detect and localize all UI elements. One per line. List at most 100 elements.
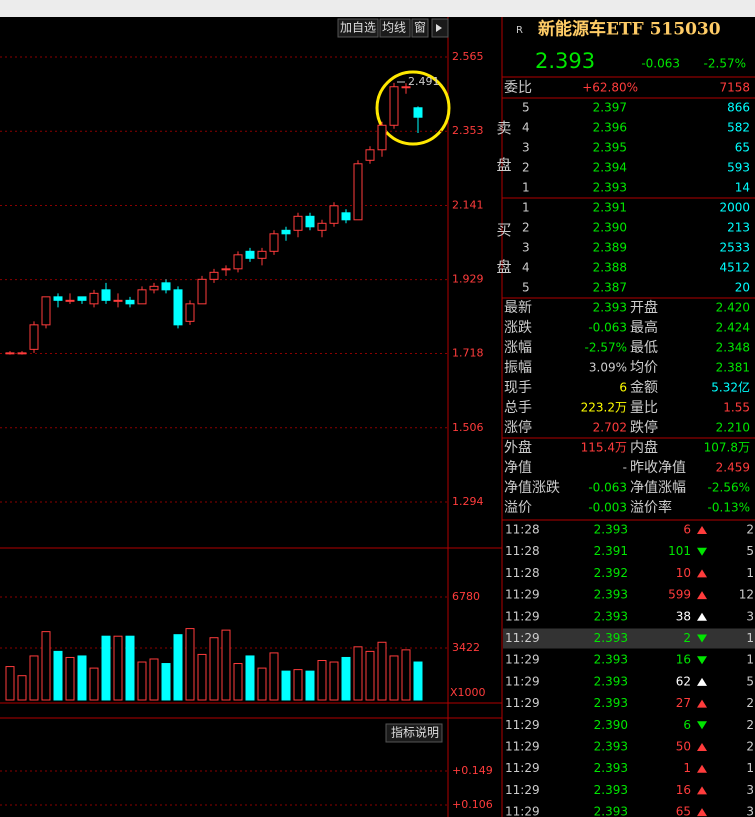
book-price: 2.395 bbox=[593, 141, 627, 155]
trade-arrow bbox=[697, 721, 707, 730]
price-tick-label: 1.294 bbox=[452, 495, 484, 508]
book-level: 1 bbox=[522, 201, 530, 215]
volume-bar bbox=[269, 652, 279, 701]
trade-volume: 50 bbox=[676, 740, 691, 754]
indicator-button-label: 指标说明 bbox=[391, 725, 439, 740]
trade-arrow bbox=[697, 547, 707, 556]
stat-value: -0.063 bbox=[588, 481, 627, 495]
trade-count: 1 bbox=[746, 566, 754, 580]
trade-volume: 2 bbox=[683, 631, 691, 645]
trade-time: 11:29 bbox=[505, 805, 540, 817]
trade-time: 11:28 bbox=[505, 544, 540, 558]
stat-label: 涨幅 bbox=[504, 340, 532, 356]
stat-value: 2.424 bbox=[716, 321, 750, 335]
volume-bar bbox=[29, 655, 39, 701]
stat-label: 金额 bbox=[630, 380, 658, 396]
toolbar-button[interactable] bbox=[379, 18, 411, 38]
candle-body bbox=[389, 86, 399, 126]
ratio-diff: 7158 bbox=[719, 81, 750, 95]
book-volume: 2533 bbox=[719, 241, 750, 255]
trade-count: 12 bbox=[739, 588, 754, 602]
candle-body bbox=[233, 254, 243, 270]
book-price: 2.394 bbox=[593, 161, 627, 175]
volume-bar bbox=[101, 635, 111, 701]
candle-body bbox=[89, 292, 99, 305]
stat-label: 昨收净值 bbox=[630, 460, 686, 476]
candle-body bbox=[137, 289, 147, 305]
book-volume: 866 bbox=[727, 101, 750, 115]
trade-price: 2.392 bbox=[594, 566, 628, 580]
stat-label: 溢价率 bbox=[630, 499, 672, 516]
book-price: 2.396 bbox=[593, 121, 627, 135]
volume-bar bbox=[317, 660, 327, 701]
selected-row[interactable] bbox=[503, 628, 755, 649]
book-price: 2.390 bbox=[593, 221, 627, 235]
stat-label: 净值 bbox=[504, 460, 532, 476]
book-price: 2.393 bbox=[593, 181, 627, 195]
trade-time: 11:29 bbox=[505, 609, 540, 623]
trade-count: 2 bbox=[746, 523, 754, 537]
toolbar-arrow bbox=[436, 24, 442, 32]
volume-bar bbox=[185, 628, 195, 701]
stat-label: 溢价 bbox=[504, 500, 532, 516]
volume-bar bbox=[245, 655, 255, 701]
book-volume: 213 bbox=[727, 221, 750, 235]
trade-volume: 65 bbox=[676, 805, 691, 817]
trade-arrow bbox=[697, 699, 707, 708]
trade-count: 1 bbox=[746, 631, 754, 645]
trade-count: 3 bbox=[746, 805, 754, 817]
volume-bar bbox=[113, 635, 123, 701]
trade-count: 2 bbox=[746, 696, 754, 710]
indicator-tick-label: +0.106 bbox=[452, 798, 493, 811]
stat-value: 223.2万 bbox=[581, 401, 627, 415]
stat-label: 均价 bbox=[630, 360, 658, 376]
stat-value: 2.393 bbox=[593, 301, 627, 315]
indicator-button[interactable] bbox=[385, 723, 443, 743]
stat-label: 净值涨幅 bbox=[630, 480, 686, 496]
stat-label: 总手 bbox=[504, 400, 532, 416]
stat-value: 2.381 bbox=[716, 361, 750, 375]
toolbar-button[interactable] bbox=[337, 18, 379, 38]
trade-arrow bbox=[697, 808, 707, 817]
book-volume: 14 bbox=[735, 181, 750, 195]
candle-body bbox=[185, 303, 195, 322]
volume-bar bbox=[149, 658, 159, 701]
stat-label: 内盘 bbox=[630, 439, 658, 456]
trade-count: 1 bbox=[746, 653, 754, 667]
trade-volume: 16 bbox=[676, 653, 691, 667]
book-level: 5 bbox=[522, 281, 530, 295]
stat-value: -2.57% bbox=[585, 341, 627, 355]
candle-body bbox=[353, 163, 363, 221]
trade-price: 2.393 bbox=[594, 609, 628, 623]
stat-label: 振幅 bbox=[504, 360, 532, 376]
stat-value: 3.09% bbox=[589, 361, 627, 375]
volume-tick-label: 6780 bbox=[452, 590, 480, 603]
trade-volume: 16 bbox=[676, 783, 691, 797]
price-tick-label: 2.141 bbox=[452, 198, 484, 211]
trade-count: 5 bbox=[746, 674, 754, 688]
stat-value: 2.348 bbox=[716, 341, 750, 355]
trade-volume: 101 bbox=[668, 544, 691, 558]
candle-body bbox=[149, 285, 159, 291]
trade-price: 2.393 bbox=[594, 740, 628, 754]
toolbar-button[interactable] bbox=[411, 18, 429, 38]
volume-bar bbox=[173, 634, 183, 701]
trade-arrow bbox=[697, 764, 707, 773]
stat-label: 最高 bbox=[630, 319, 658, 336]
volume-bar bbox=[281, 670, 291, 701]
book-volume: 65 bbox=[735, 141, 750, 155]
trade-price: 2.393 bbox=[594, 631, 628, 645]
highlight-circle bbox=[375, 70, 451, 146]
trade-arrow bbox=[697, 612, 707, 621]
volume-bar bbox=[5, 666, 15, 701]
trade-time: 11:29 bbox=[505, 783, 540, 797]
volume-bar bbox=[353, 646, 363, 701]
stat-value: 2.420 bbox=[716, 301, 750, 315]
stat-label: 涨跌 bbox=[504, 320, 532, 336]
volume-bar bbox=[377, 641, 387, 701]
volume-bar bbox=[65, 656, 75, 701]
trade-count: 2 bbox=[746, 740, 754, 754]
trade-time: 11:29 bbox=[505, 631, 540, 645]
ratio-label: 委比 bbox=[504, 80, 532, 96]
